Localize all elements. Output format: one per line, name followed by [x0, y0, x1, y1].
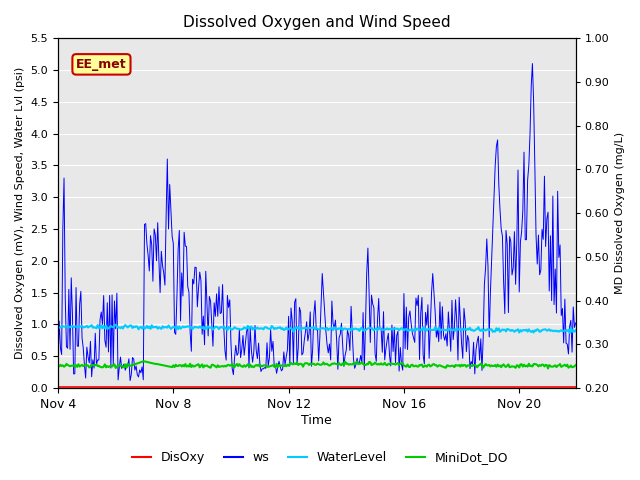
MiniDot_DO: [544, 366, 552, 372]
ws: [54, 359, 62, 364]
WaterLevel: [356, 328, 364, 334]
DisOxy: [464, 384, 472, 390]
WaterLevel: [572, 327, 579, 333]
Title: Dissolved Oxygen and Wind Speed: Dissolved Oxygen and Wind Speed: [183, 15, 451, 30]
WaterLevel: [94, 322, 102, 328]
DisOxy: [529, 384, 536, 390]
ws: [454, 357, 462, 363]
DisOxy: [94, 384, 102, 390]
DisOxy: [355, 384, 362, 390]
Y-axis label: Dissolved Oxygen (mV), Wind Speed, Water Lvl (psi): Dissolved Oxygen (mV), Wind Speed, Water…: [15, 67, 25, 359]
ws: [572, 320, 579, 326]
WaterLevel: [566, 330, 573, 336]
ws: [465, 337, 472, 343]
DisOxy: [54, 384, 62, 390]
ws: [531, 163, 539, 168]
DisOxy: [572, 384, 579, 390]
Line: ws: ws: [58, 63, 575, 381]
WaterLevel: [112, 322, 120, 328]
MiniDot_DO: [415, 364, 422, 370]
MiniDot_DO: [94, 363, 102, 369]
Legend: DisOxy, ws, WaterLevel, MiniDot_DO: DisOxy, ws, WaterLevel, MiniDot_DO: [127, 446, 513, 469]
MiniDot_DO: [356, 361, 364, 367]
ws: [529, 60, 536, 66]
WaterLevel: [415, 327, 422, 333]
MiniDot_DO: [530, 361, 538, 367]
MiniDot_DO: [454, 363, 462, 369]
ws: [94, 357, 102, 363]
WaterLevel: [454, 326, 462, 332]
Line: MiniDot_DO: MiniDot_DO: [58, 361, 575, 369]
MiniDot_DO: [54, 363, 62, 369]
Line: WaterLevel: WaterLevel: [58, 325, 575, 333]
MiniDot_DO: [572, 362, 579, 368]
X-axis label: Time: Time: [301, 414, 332, 427]
WaterLevel: [54, 325, 62, 331]
WaterLevel: [465, 327, 472, 333]
ws: [415, 292, 422, 298]
MiniDot_DO: [465, 362, 472, 368]
DisOxy: [453, 384, 461, 390]
ws: [356, 360, 364, 365]
Text: EE_met: EE_met: [76, 58, 127, 71]
Y-axis label: MD Dissolved Oxygen (mg/L): MD Dissolved Oxygen (mg/L): [615, 132, 625, 294]
MiniDot_DO: [140, 359, 147, 364]
WaterLevel: [530, 330, 538, 336]
DisOxy: [413, 384, 421, 390]
ws: [126, 378, 134, 384]
